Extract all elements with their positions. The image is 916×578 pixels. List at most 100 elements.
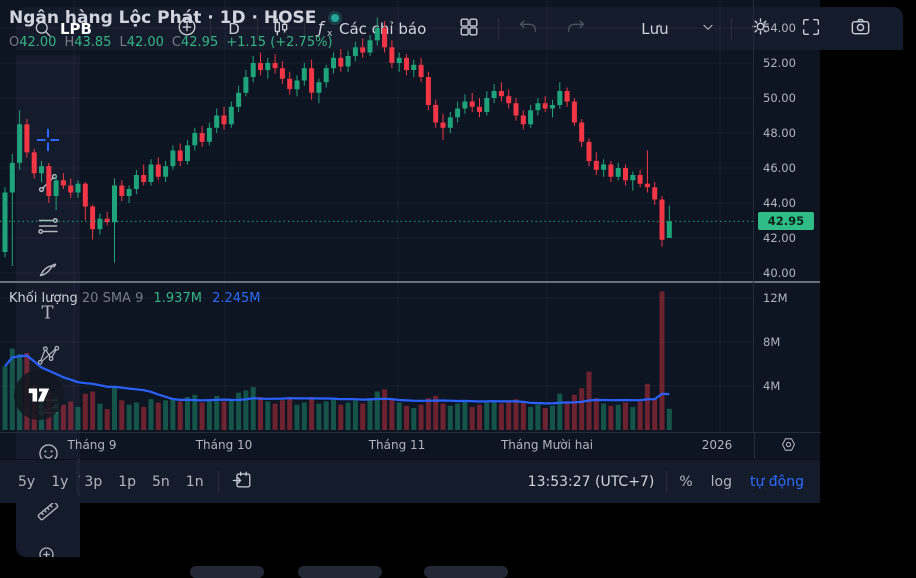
open-label: O	[9, 35, 20, 50]
candlestick-chart[interactable]	[0, 0, 753, 432]
layout-grid-button[interactable]	[452, 12, 486, 46]
low-value: 42.00	[126, 35, 164, 50]
zoom-in-icon	[36, 544, 60, 557]
screenshot-button[interactable]	[844, 12, 878, 46]
high-value: 43.85	[74, 35, 112, 50]
crosshair-tool[interactable]	[30, 124, 66, 160]
bottom-toolbar: 5y 1y 3p 1p 5n 1n 13:53:27 (UTC+7) % log…	[0, 459, 820, 503]
low-label: L	[119, 35, 127, 50]
goto-date-button[interactable]	[225, 465, 259, 499]
toolbar-divider	[730, 17, 732, 40]
svg-text:ƒ: ƒ	[315, 18, 326, 37]
auto-scale-button[interactable]: tự động	[749, 473, 804, 490]
gear-icon	[749, 15, 772, 42]
camera-icon	[849, 15, 872, 42]
toolbar-divider	[498, 17, 500, 40]
change-value: +1.15 (+2.75%)	[226, 35, 333, 50]
volume-tick: 8M	[763, 335, 781, 349]
price-tick: 50.00	[763, 91, 796, 105]
collapse-toolbar-handle[interactable]: ‹	[76, 458, 80, 496]
zoom-in-tool[interactable]	[30, 540, 66, 557]
range-1d-button[interactable]: 1n	[185, 473, 204, 490]
grid-icon	[458, 16, 480, 42]
redo-icon	[565, 16, 587, 42]
candlestick-icon	[270, 16, 292, 42]
symbol-name[interactable]: LPB	[60, 19, 92, 38]
log-scale-button[interactable]: log	[710, 473, 732, 490]
time-tick: Tháng 10	[195, 438, 253, 452]
range-1m-button[interactable]: 1p	[118, 473, 136, 490]
time-axis[interactable]: Tháng 9 Tháng 10 Tháng 11 Tháng Mười hai 202…	[0, 432, 820, 459]
time-tick: Tháng 9	[67, 438, 117, 452]
undo-icon	[517, 16, 539, 42]
undo-button[interactable]	[511, 12, 545, 46]
save-menu-button[interactable]	[691, 12, 725, 46]
axis-settings-button[interactable]	[754, 432, 821, 459]
svg-text:x: x	[327, 29, 333, 39]
pane-resize-handle[interactable]	[0, 281, 820, 283]
clock[interactable]: 13:53:27 (UTC+7)	[527, 473, 655, 490]
fullscreen-button[interactable]	[794, 12, 828, 46]
price-tick: 42.00	[763, 231, 796, 245]
horizontal-lines-icon	[36, 214, 60, 242]
high-label: H	[64, 35, 75, 50]
ruler-tool[interactable]	[30, 495, 66, 531]
toolbar-divider	[217, 470, 219, 493]
chevron-left-icon: ‹	[78, 472, 80, 482]
range-5d-button[interactable]: 5n	[152, 473, 170, 490]
close-value: 42.95	[181, 35, 219, 50]
background-window-fragment	[424, 566, 508, 578]
plus-circle-icon	[176, 16, 198, 42]
volume-tick: 4M	[763, 379, 781, 393]
brush-tool[interactable]	[30, 253, 66, 289]
text-tool[interactable]: T	[30, 296, 66, 332]
timeframe-label: D	[228, 19, 240, 38]
volume-params: 20 SMA 9	[81, 291, 144, 306]
chart-style-button[interactable]	[264, 12, 298, 46]
price-tick: 40.00	[763, 266, 796, 280]
fullscreen-icon	[800, 16, 822, 42]
toolbar-divider	[304, 17, 305, 40]
chart-title[interactable]: Ngân hàng Lộc Phát · 1D · HOSE	[9, 8, 317, 28]
save-button[interactable]: Lưu	[641, 19, 669, 38]
horizontal-lines-tool[interactable]	[30, 210, 66, 246]
hexagon-settings-icon	[779, 435, 798, 458]
settings-button[interactable]	[744, 12, 778, 46]
market-status-icon[interactable]	[328, 11, 343, 25]
compare-add-button[interactable]	[170, 12, 204, 46]
time-tick: Tháng 11	[368, 438, 426, 452]
toolbar-divider	[666, 470, 668, 493]
chart-area: Ngân hàng Lộc Phát · 1D · HOSE O42.00 H43…	[0, 0, 821, 503]
crosshair-icon	[35, 127, 61, 157]
goto-date-icon	[231, 469, 253, 495]
chart-legend: Ngân hàng Lộc Phát · 1D · HOSE O42.00 H43…	[9, 8, 343, 50]
volume-title: Khối lượng	[9, 291, 78, 306]
tradingview-logo[interactable]	[14, 370, 64, 420]
last-price-label: 42.95	[758, 212, 814, 231]
brush-icon	[36, 257, 60, 285]
time-tick: 2026	[701, 438, 733, 452]
range-1y-button[interactable]: 1y	[51, 473, 69, 490]
symbol-search-button[interactable]	[26, 12, 60, 46]
price-tick: 44.00	[763, 196, 796, 210]
toolbar-divider	[257, 17, 258, 40]
volume-value: 1.937M	[153, 291, 202, 306]
ohlc-values: O42.00 H43.85 L42.00 C42.95 +1.15 (+2.75%)	[9, 35, 342, 50]
price-tick: 46.00	[763, 161, 796, 175]
volume-legend: Khối lượng 20 SMA 9 1.937M 2.245M	[9, 291, 261, 306]
volume-ma-value: 2.245M	[212, 291, 261, 306]
percent-scale-button[interactable]: %	[679, 473, 693, 490]
close-label: C	[171, 35, 181, 50]
timeframe-button[interactable]: D	[217, 12, 251, 46]
text-icon: T	[36, 300, 60, 328]
svg-text:T: T	[42, 303, 54, 324]
xabcd-pattern-tool[interactable]	[30, 339, 66, 375]
price-tick: 52.00	[763, 56, 796, 70]
price-axis[interactable]: 54.00 52.00 50.00 48.00 46.00 44.00 42.00 40.00…	[753, 0, 821, 432]
chevron-down-icon	[700, 19, 716, 39]
open-value: 42.00	[19, 35, 57, 50]
range-3m-button[interactable]: 3p	[84, 473, 103, 490]
redo-button[interactable]	[559, 12, 593, 46]
range-5y-button[interactable]: 5y	[18, 473, 36, 490]
